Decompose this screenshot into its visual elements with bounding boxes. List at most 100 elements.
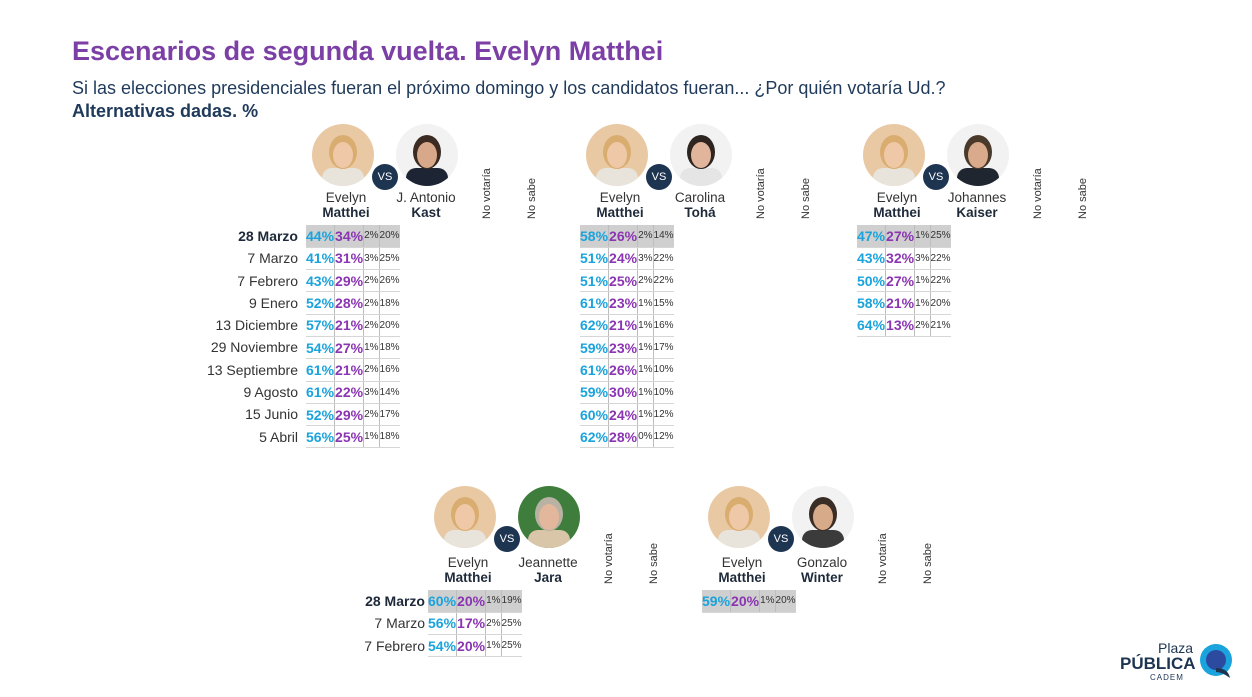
cell-matthei: 59%	[580, 381, 610, 404]
cell-no-sabe: 12%	[653, 425, 674, 449]
cell-rival: 25%	[608, 269, 639, 293]
candidate-name: Jeannette Jara	[508, 555, 588, 585]
cell-rival: 23%	[608, 291, 639, 315]
cell-matthei: 56%	[306, 425, 336, 449]
candidate-name: Evelyn Matthei	[306, 190, 386, 220]
cell-no-votaria: 0%	[637, 425, 654, 449]
table-row: 61% 21% 2% 16%	[306, 358, 400, 382]
cell-no-sabe: 17%	[379, 403, 400, 427]
table-row: 50% 27% 1% 22%	[857, 269, 951, 293]
photo-matthei	[312, 124, 374, 186]
table-row: 57% 21% 2% 20%	[306, 314, 400, 337]
date-label: 7 Marzo	[374, 615, 425, 632]
cell-no-sabe: 19%	[501, 590, 522, 613]
cell-no-votaria: 2%	[637, 269, 654, 293]
col-header-no-sabe: No sabe	[1077, 178, 1089, 219]
candidate-last-name: Matthei	[322, 205, 370, 220]
cell-no-votaria: 3%	[363, 381, 380, 404]
photo-toha	[670, 124, 732, 186]
date-label: 7 Febrero	[364, 637, 425, 654]
table-row: 52% 29% 2% 17%	[306, 403, 400, 427]
table-row: 43% 32% 3% 22%	[857, 247, 951, 271]
candidate-first-name: Carolina	[674, 190, 726, 205]
cell-no-sabe: 22%	[653, 247, 674, 271]
candidate-name: Evelyn Matthei	[428, 555, 508, 585]
logo-line2: PÚBLICA	[1120, 654, 1196, 673]
cell-no-votaria: 2%	[363, 225, 380, 248]
cell-no-sabe: 17%	[653, 336, 674, 360]
cell-rival: 29%	[334, 269, 365, 293]
table-row: 61% 22% 3% 14%	[306, 381, 400, 404]
cell-no-sabe: 18%	[379, 336, 400, 360]
cell-matthei: 51%	[580, 269, 610, 293]
photo-kaiser	[947, 124, 1009, 186]
cell-no-votaria: 2%	[363, 269, 380, 293]
cell-no-votaria: 1%	[759, 590, 776, 613]
candidate-last-name: Matthei	[873, 205, 921, 220]
vs-badge: VS	[494, 526, 520, 552]
col-header-no-votaria: No votaría	[1032, 168, 1044, 219]
cell-rival: 24%	[608, 247, 639, 271]
cell-no-sabe: 20%	[379, 314, 400, 337]
cell-rival: 27%	[885, 225, 916, 248]
cell-rival: 13%	[885, 314, 916, 337]
cell-matthei: 58%	[580, 225, 610, 248]
candidate-first-name: Evelyn	[599, 190, 641, 205]
cell-rival: 20%	[730, 590, 761, 613]
table-row: 47% 27% 1% 25%	[857, 225, 951, 248]
cell-no-sabe: 26%	[379, 269, 400, 293]
cell-no-votaria: 1%	[637, 381, 654, 404]
cell-no-sabe: 12%	[653, 403, 674, 427]
candidate-first-name: J. Antonio	[396, 190, 456, 205]
candidate-name: Gonzalo Winter	[782, 555, 862, 585]
cell-rival: 31%	[334, 247, 365, 271]
logo-bubble-icon	[1200, 644, 1232, 678]
date-label: 28 Marzo	[365, 593, 425, 609]
table-row: 54% 27% 1% 18%	[306, 336, 400, 360]
candidate-first-name: Gonzalo	[796, 555, 848, 570]
cell-no-sabe: 14%	[653, 225, 674, 248]
candidate-last-name: Tohá	[684, 205, 716, 220]
cell-matthei: 56%	[428, 612, 458, 636]
table-row: 62% 28% 0% 12%	[580, 425, 674, 449]
cell-no-sabe: 10%	[653, 381, 674, 404]
cell-matthei: 57%	[306, 314, 336, 337]
cell-no-votaria: 1%	[637, 314, 654, 337]
candidate-last-name: Matthei	[596, 205, 644, 220]
cell-no-votaria: 1%	[914, 269, 931, 293]
cell-no-sabe: 20%	[379, 225, 400, 248]
cell-rival: 30%	[608, 381, 639, 404]
cell-no-sabe: 16%	[653, 314, 674, 337]
cell-no-sabe: 25%	[501, 634, 522, 658]
photo-winter	[792, 486, 854, 548]
cell-rival: 25%	[334, 425, 365, 449]
photo-matthei	[863, 124, 925, 186]
photo-matthei	[708, 486, 770, 548]
cell-matthei: 51%	[580, 247, 610, 271]
results-table-kast: 44% 34% 2% 20% 41% 31% 3% 25% 43% 29% 2% 26% 52% 28% 2…	[306, 225, 400, 449]
date-label: 5 Abril	[259, 428, 298, 445]
photo-matthei	[434, 486, 496, 548]
cell-no-votaria: 3%	[363, 247, 380, 271]
cell-no-sabe: 14%	[379, 381, 400, 404]
candidate-name: Evelyn Matthei	[857, 190, 937, 220]
results-table-toha: 58% 26% 2% 14% 51% 24% 3% 22% 51% 25% 2% 22% 61% 23% 1…	[580, 225, 674, 449]
table-row: 56% 17% 2% 25%	[428, 612, 522, 636]
table-row: 43% 29% 2% 26%	[306, 269, 400, 293]
photo-matthei	[586, 124, 648, 186]
table-row: 61% 26% 1% 10%	[580, 358, 674, 382]
cell-matthei: 44%	[306, 225, 336, 248]
cell-rival: 29%	[334, 403, 365, 427]
cell-matthei: 59%	[702, 590, 732, 613]
table-row: 64% 13% 2% 21%	[857, 314, 951, 337]
table-row: 59% 30% 1% 10%	[580, 381, 674, 404]
cell-matthei: 58%	[857, 291, 887, 315]
table-row: 58% 26% 2% 14%	[580, 225, 674, 248]
candidate-first-name: Evelyn	[721, 555, 763, 570]
candidate-first-name: Johannes	[947, 190, 1007, 205]
table-row: 41% 31% 3% 25%	[306, 247, 400, 271]
cell-no-sabe: 21%	[930, 314, 951, 337]
cell-no-votaria: 1%	[485, 590, 502, 613]
cell-rival: 32%	[885, 247, 916, 271]
vs-badge: VS	[646, 164, 672, 190]
